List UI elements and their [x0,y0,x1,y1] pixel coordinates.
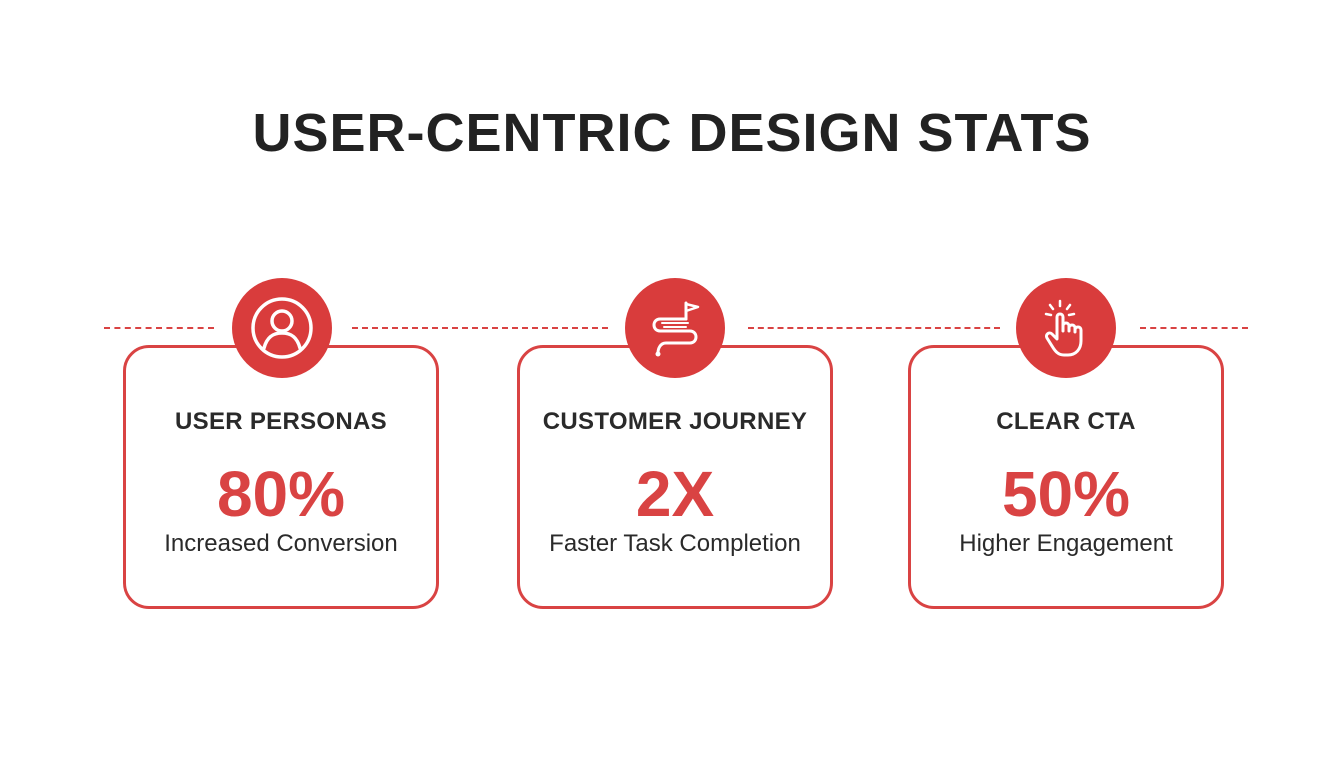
card-description: Faster Task Completion [549,530,801,557]
user-icon [251,297,313,359]
card-value: 80% [216,458,346,530]
card-value: 50% [1001,458,1131,530]
card-label: CUSTOMER JOURNEY [542,408,808,435]
card-label: USER PERSONAS [175,408,387,435]
connector-line [748,327,1000,329]
card-label: CLEAR CTA [996,408,1136,435]
journey-flag-icon [652,301,700,357]
icon-badge [232,278,332,378]
icon-badge [625,278,725,378]
pointer-hand-icon [1044,299,1083,357]
card-description: Higher Engagement [959,530,1173,557]
stat-card-user-personas: USER PERSONAS 80% Increased Conversion [123,345,439,609]
connector-line [352,327,608,329]
page-title: USER-CENTRIC DESIGN STATS [252,103,1092,163]
connector-line [104,327,214,329]
connector-line [1140,327,1248,329]
card-description: Increased Conversion [164,530,398,557]
icon-badge [1016,278,1116,378]
stat-card-clear-cta: CLEAR CTA 50% Higher Engagement [908,345,1224,609]
card-value: 2X [635,458,715,530]
stat-card-customer-journey: CUSTOMER JOURNEY 2X Faster Task Completi… [517,345,833,609]
